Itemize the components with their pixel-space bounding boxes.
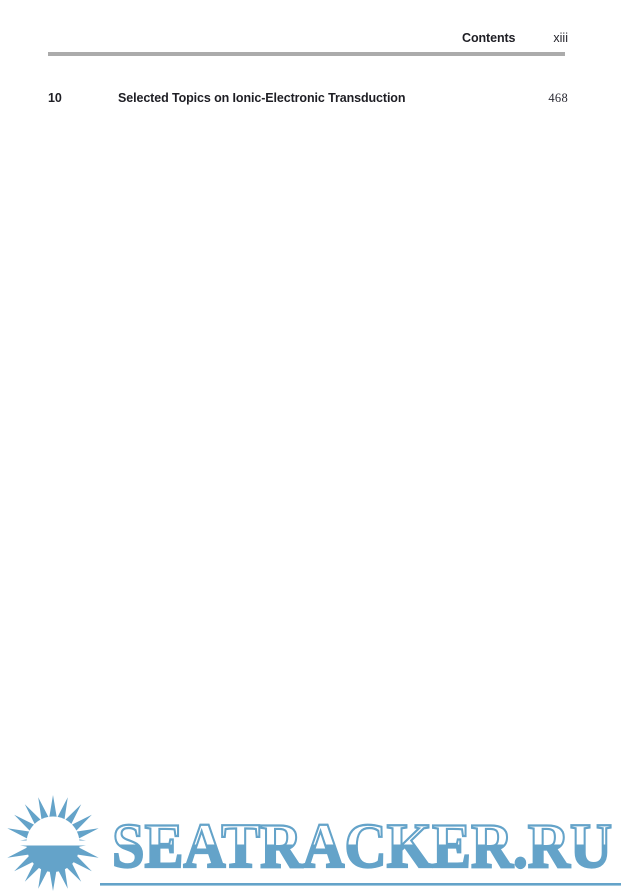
table-of-contents: 10 Selected Topics on Ionic-Electronic Tr… bbox=[48, 90, 568, 892]
watermark: SEATRACKER.RU bbox=[0, 795, 621, 892]
watermark-text: SEATRACKER.RU bbox=[112, 811, 612, 881]
toc-entry-title: Selected Topics on Ionic-Electronic Tran… bbox=[118, 91, 406, 105]
watermark-graphic: SEATRACKER.RU bbox=[2, 795, 621, 891]
toc-entry-number: 10 bbox=[48, 91, 62, 105]
running-head: Contents bbox=[462, 31, 516, 45]
header-rule bbox=[48, 52, 565, 56]
watermark-underline bbox=[100, 883, 621, 886]
toc-entry-page: 468 bbox=[528, 90, 568, 892]
sun-icon bbox=[2, 795, 104, 891]
page-header: Contents xiii bbox=[48, 31, 568, 46]
page-number-folio: xiii bbox=[553, 31, 568, 45]
toc-entry: 10 Selected Topics on Ionic-Electronic Tr… bbox=[48, 90, 568, 892]
